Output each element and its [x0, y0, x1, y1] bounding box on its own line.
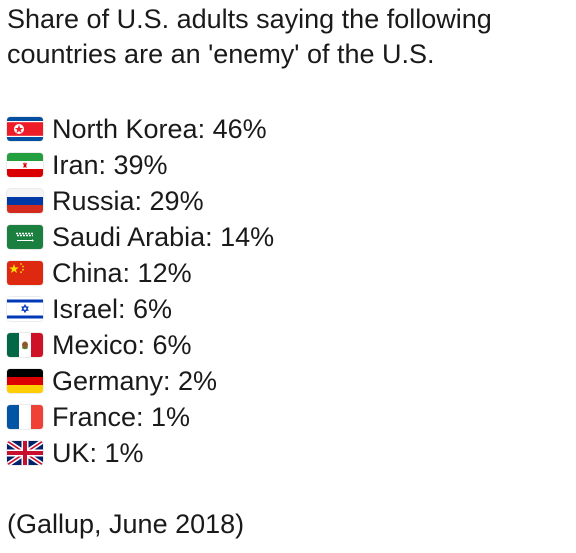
list-item: Israel: 6%	[7, 291, 274, 327]
list-item: Saudi Arabia: 14%	[7, 219, 274, 255]
list-item-label: Germany: 2%	[52, 366, 218, 396]
list-item-label: UK: 1%	[52, 438, 144, 468]
list-item-label: Mexico: 6%	[52, 330, 192, 360]
heading: Share of U.S. adults saying the followin…	[7, 2, 567, 72]
list-item-label: North Korea: 46%	[52, 114, 267, 144]
list-item: France: 1%	[7, 399, 274, 435]
germany-flag-icon	[7, 369, 43, 393]
source-note: (Gallup, June 2018)	[7, 509, 245, 539]
heading-line-1: Share of U.S. adults saying the followin…	[7, 4, 492, 34]
list-item-label: Russia: 29%	[52, 186, 204, 216]
list-item: Iran: 39%	[7, 147, 274, 183]
list-item: Russia: 29%	[7, 183, 274, 219]
israel-flag-icon	[7, 297, 43, 321]
uk-flag-icon	[7, 441, 43, 465]
saudi-arabia-flag-icon	[7, 225, 43, 249]
mexico-flag-icon	[7, 333, 43, 357]
russia-flag-icon	[7, 189, 43, 213]
france-flag-icon	[7, 405, 43, 429]
heading-line-2: countries are an 'enemy' of the U.S.	[7, 39, 435, 69]
list-item-label: France: 1%	[52, 402, 191, 432]
list-item-label: Israel: 6%	[52, 294, 173, 324]
country-list: North Korea: 46% Iran: 39% Russia: 29%	[7, 111, 274, 471]
list-item: Mexico: 6%	[7, 327, 274, 363]
list-item: Germany: 2%	[7, 363, 274, 399]
list-item: UK: 1%	[7, 435, 274, 471]
list-item-label: China: 12%	[52, 258, 192, 288]
china-flag-icon	[7, 261, 43, 285]
list-item: China: 12%	[7, 255, 274, 291]
list-item: North Korea: 46%	[7, 111, 274, 147]
list-item-label: Saudi Arabia: 14%	[52, 222, 275, 252]
north-korea-flag-icon	[7, 117, 43, 141]
list-item-label: Iran: 39%	[52, 150, 168, 180]
iran-flag-icon	[7, 153, 43, 177]
